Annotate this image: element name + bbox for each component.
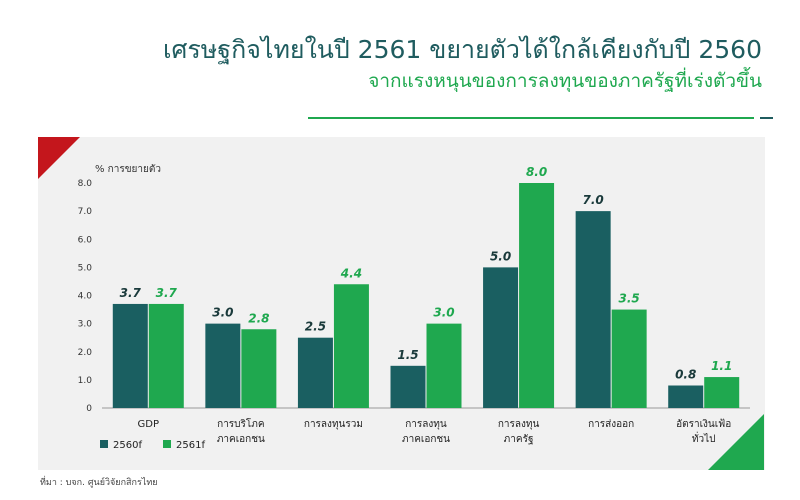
bar-value-label: 1.1	[711, 359, 732, 373]
category-label: ภาครัฐ	[504, 434, 534, 445]
legend: 2560f 2561f	[100, 440, 205, 451]
bar-2560f-5	[483, 267, 519, 408]
chart-panel	[38, 137, 765, 470]
category-label: ภาคเอกชน	[402, 434, 450, 445]
bar-value-label: 5.0	[490, 249, 511, 263]
legend-swatch	[163, 440, 171, 448]
bar-value-label: 3.7	[156, 286, 178, 300]
bar-value-label: 2.8	[248, 311, 269, 325]
category-label: การลงทุน	[498, 419, 540, 430]
bar-2560f-3	[297, 337, 333, 408]
page-title: เศรษฐกิจไทยในปี 2561 ขยายตัวได้ใกล้เคียง…	[162, 35, 762, 64]
page-subtitle: จากแรงหนุนของการลงทุนของภาครัฐที่เร่งตัว…	[368, 70, 762, 92]
bar-value-label: 3.0	[212, 306, 233, 320]
category-label: การลงทุน	[405, 419, 447, 430]
y-tick-label: 4.0	[78, 292, 93, 302]
source-note: ที่มา : บจก. ศูนย์วิจัยกสิกรไทย	[40, 478, 158, 488]
bar-labels: 3.7 3.7 3.0 2.8 2.5 4.4 1.5 3.0 5.0 8.0 7.0 3.5 0.8 1…	[120, 165, 733, 382]
corner-decoration-green	[708, 414, 764, 470]
y-tick-label: 3.0	[78, 320, 93, 330]
y-tick-label: 2.0	[78, 348, 93, 358]
y-axis-title: % การขยายตัว	[95, 164, 161, 175]
bar-2561f-7	[704, 377, 740, 408]
bar-2561f-5	[519, 183, 555, 408]
legend-label: 2560f	[113, 440, 142, 451]
category-label: การส่งออก	[588, 419, 634, 430]
bar-2561f-1	[148, 303, 184, 408]
bar-2560f-1	[112, 303, 148, 408]
legend-label: 2561f	[176, 440, 205, 451]
bar-2560f-7	[668, 385, 704, 408]
category-label: การบริโภค	[217, 417, 264, 430]
bar-2560f-6	[575, 211, 611, 408]
bar-value-label: 7.0	[583, 193, 604, 207]
y-tick-label: 8.0	[78, 179, 93, 189]
bar-2561f-3	[333, 284, 369, 408]
y-tick-label: 7.0	[78, 207, 93, 217]
bar-2561f-4	[426, 323, 462, 408]
bars	[112, 183, 740, 408]
bar-value-label: 3.7	[120, 286, 142, 300]
y-tick-label: 6.0	[78, 235, 93, 245]
bar-value-label: 3.5	[619, 292, 640, 306]
corner-decoration-red	[38, 137, 80, 179]
category-label: การลงทุนรวม	[304, 419, 363, 430]
bar-value-label: 0.8	[675, 368, 696, 382]
bar-value-label: 4.4	[340, 266, 362, 280]
bar-value-label: 2.5	[305, 320, 326, 334]
bar-value-label: 8.0	[526, 165, 547, 179]
title-divider-accent	[760, 117, 773, 119]
title-divider	[308, 117, 754, 119]
y-tick-label: 5.0	[78, 263, 93, 273]
category-label: ทั่วไป	[692, 431, 716, 445]
legend-swatch	[100, 440, 108, 448]
y-axis-ticks: 0 1.0 2.0 3.0 4.0 5.0 6.0 7.0 8.0	[78, 179, 93, 414]
y-tick-label: 1.0	[78, 376, 93, 386]
bar-value-label: 1.5	[397, 348, 418, 362]
bar-2560f-4	[390, 365, 426, 408]
category-label: GDP	[138, 419, 159, 430]
bar-2561f-2	[241, 329, 277, 408]
bar-value-label: 3.0	[433, 306, 454, 320]
y-tick-label: 0	[86, 404, 92, 414]
bar-2560f-2	[205, 323, 241, 408]
category-label: ภาคเอกชน	[217, 434, 265, 445]
bar-2561f-6	[611, 309, 647, 408]
category-label: อัตราเงินเฟ้อ	[676, 418, 731, 430]
